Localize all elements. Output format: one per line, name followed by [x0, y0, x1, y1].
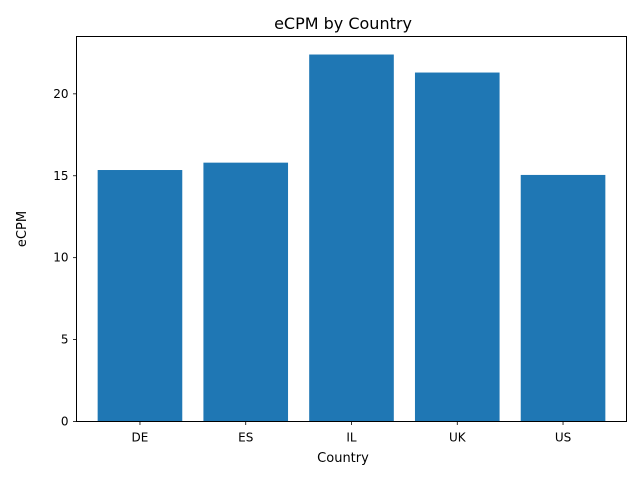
x-tick-label: ES — [238, 431, 253, 445]
plot-frame — [76, 36, 627, 422]
x-axis-ticks: DE ES IL UK US — [132, 421, 571, 445]
bar-us — [520, 174, 606, 422]
y-axis-label: eCPM — [15, 211, 30, 247]
y-tick-label: 0 — [61, 415, 69, 429]
bar-il — [309, 54, 394, 422]
bar-de — [97, 170, 183, 422]
x-tick-label: IL — [346, 431, 357, 445]
x-axis-label: Country — [317, 451, 369, 466]
bars-layer — [97, 54, 606, 422]
y-axis-ticks: 0 5 10 15 20 — [53, 87, 77, 429]
x-tick-label: UK — [449, 431, 467, 445]
bar-es — [203, 162, 289, 422]
x-tick-label: US — [555, 431, 571, 445]
y-tick-label: 10 — [53, 251, 68, 265]
y-tick-label: 20 — [53, 87, 68, 101]
chart-title: eCPM by Country — [274, 14, 412, 33]
y-tick-label: 5 — [61, 333, 69, 347]
y-tick-label: 15 — [53, 169, 68, 183]
x-tick-label: DE — [132, 431, 149, 445]
bar-uk — [414, 72, 500, 422]
